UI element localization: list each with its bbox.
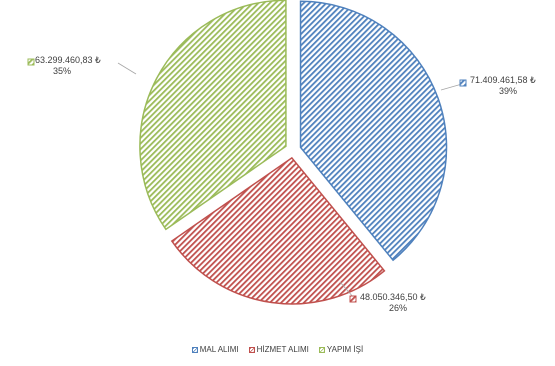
leader-line-yapim-isi bbox=[117, 62, 137, 75]
legend: MAL ALIMI HİZMET ALIMI YAPIM İŞİ bbox=[0, 345, 555, 354]
data-label-percent-mal-alimi: 39% bbox=[499, 86, 517, 96]
legend-swatch-hizmet-alimi bbox=[248, 346, 255, 353]
legend-item-yapim-isi: YAPIM İŞİ bbox=[318, 345, 364, 354]
legend-label-hizmet-alimi: HİZMET ALIMI bbox=[256, 345, 309, 354]
data-label-value-mal-alimi: 71.409.461,58 ₺ bbox=[470, 75, 536, 85]
legend-swatch-mal-alimi bbox=[191, 346, 198, 353]
data-label-marker-yapim-isi bbox=[27, 58, 35, 66]
data-label-value-yapim-isi: 63.299.460,83 ₺ bbox=[35, 55, 101, 65]
legend-label-mal-alimi: MAL ALIMI bbox=[199, 345, 239, 354]
pie-slice-yapim-isi bbox=[139, 0, 287, 231]
data-label-percent-yapim-isi: 35% bbox=[53, 66, 71, 76]
data-label-percent-hizmet-alimi: 26% bbox=[389, 303, 407, 313]
leader-line-hizmet-alimi bbox=[339, 281, 355, 299]
legend-swatch-yapim-isi bbox=[318, 346, 325, 353]
data-label-marker-hizmet-alimi bbox=[349, 295, 357, 303]
pie-slice-hizmet-alimi bbox=[170, 156, 386, 305]
legend-item-hizmet-alimi: HİZMET ALIMI bbox=[248, 345, 309, 354]
pie-slice-mal-alimi bbox=[299, 0, 448, 262]
legend-label-yapim-isi: YAPIM İŞİ bbox=[326, 345, 364, 354]
data-label-value-hizmet-alimi: 48.050.346,50 ₺ bbox=[360, 292, 426, 302]
data-label-marker-mal-alimi bbox=[459, 79, 467, 87]
legend-item-mal-alimi: MAL ALIMI bbox=[191, 345, 239, 354]
leader-line-mal-alimi bbox=[440, 83, 463, 91]
